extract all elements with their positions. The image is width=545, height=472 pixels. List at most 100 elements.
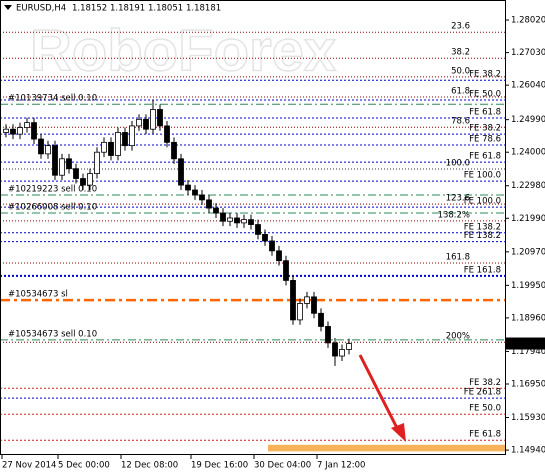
candle-body: [227, 217, 233, 222]
y-tick-label: 1.27030: [511, 48, 545, 58]
candle-body: [199, 194, 205, 201]
level-label: 38.2: [451, 48, 470, 58]
level-label: #10219223 sell 0.10: [8, 184, 97, 194]
candle-body: [73, 168, 79, 179]
y-tick-label: 1.17940: [511, 347, 545, 357]
candle-body: [192, 189, 198, 196]
candle-body: [262, 234, 268, 242]
candle-body: [164, 125, 170, 143]
level-label: #10534673 sell 0.10: [8, 329, 97, 339]
candle-body: [269, 240, 275, 252]
candle-body: [115, 132, 121, 156]
level-label: 138.2%: [438, 210, 470, 220]
candle-body: [122, 132, 128, 147]
y-tick-label: 1.20970: [511, 247, 545, 257]
candle-body: [234, 217, 240, 224]
candle-body: [241, 219, 247, 224]
y-tick-label: 1.15930: [511, 413, 545, 423]
level-label: 50.0: [451, 66, 470, 76]
y-tick-label: 1.22980: [511, 181, 545, 191]
y-tick-label: 1.24000: [511, 148, 545, 158]
candle-body: [3, 128, 9, 133]
header-value: 1.18191: [110, 4, 145, 14]
candle-body: [311, 296, 317, 314]
level-label: 100.0: [446, 158, 470, 168]
level-label: 23.6: [451, 22, 470, 32]
candle-body: [220, 212, 226, 222]
y-tick-label: 1.28020: [511, 16, 545, 26]
candle-body: [248, 219, 254, 225]
candle-body: [206, 199, 212, 209]
candle-body: [185, 184, 191, 191]
header-value: 1.18051: [148, 4, 183, 14]
level-label: #10266008 sell 0.10: [8, 203, 97, 213]
candle-body: [325, 326, 331, 344]
candle-body: [129, 125, 135, 147]
candle-body: [276, 250, 282, 262]
candle-body: [87, 173, 93, 186]
candle-body: [297, 303, 303, 321]
level-label: 61.8: [451, 86, 470, 96]
y-tick-label: 1.26040: [511, 81, 545, 91]
candle-body: [31, 122, 37, 140]
menu-arrow: [4, 5, 12, 10]
candle-body: [66, 158, 72, 170]
level-label: FE 50.0: [469, 89, 501, 99]
watermark: RoboForex: [30, 18, 336, 83]
candle-body: [304, 296, 310, 304]
header-value: 1.18181: [186, 4, 221, 14]
y-tick-label: 1.24990: [511, 115, 545, 125]
candle-body: [52, 145, 58, 176]
level-label: #10139734 sell 0.10: [8, 94, 97, 104]
level-label: FE 138.2: [464, 222, 501, 232]
candle-body: [80, 178, 86, 186]
x-tick-label: 27 Nov 2014: [2, 461, 56, 471]
level-label: FE 78.6: [469, 134, 501, 144]
level-label: FE 100.0: [464, 171, 501, 181]
y-tick-label: 1.14940: [511, 446, 545, 456]
level-label: #10534673 sl: [8, 290, 68, 300]
level-label: FE 100.0: [464, 197, 501, 207]
candle-body: [332, 342, 338, 357]
level-label: 123.6: [446, 194, 470, 204]
level-label: FE 261.8: [464, 388, 501, 398]
candle-body: [108, 141, 114, 156]
y-tick-label: 1.19950: [511, 281, 545, 291]
target-zone: [268, 444, 505, 452]
x-tick-label: 7 Jan 12:00: [317, 461, 365, 471]
last-price-box: [506, 337, 545, 350]
candle-body: [10, 128, 16, 135]
candle-body: [38, 138, 44, 155]
y-tick-label: 1.18960: [511, 313, 545, 323]
candle-body: [59, 158, 65, 176]
candle-body: [94, 151, 100, 174]
level-label: FE 61.8: [469, 430, 501, 440]
level-label: FE 61.8: [469, 152, 501, 162]
candle-body: [255, 224, 261, 235]
candle-body: [150, 109, 156, 130]
candle-body: [283, 260, 289, 281]
annotation-arrowhead: [391, 423, 406, 442]
level-label: FE 138.2: [464, 231, 501, 241]
level-label: 78.6: [451, 117, 470, 127]
level-label: FE 38.2: [469, 378, 501, 388]
y-tick-label: 1.21990: [511, 214, 545, 224]
plot-frame: [0, 0, 506, 455]
candle-body: [157, 109, 163, 127]
candle-body: [290, 280, 296, 321]
x-tick-label: 30 Dec 04:00: [254, 461, 311, 471]
symbol: EURUSD,H4: [16, 4, 66, 14]
candle-body: [318, 312, 324, 327]
candle-body: [24, 122, 30, 128]
header-value: 1.18152: [72, 4, 107, 14]
candle-body: [45, 145, 51, 155]
candle-body: [178, 158, 184, 186]
annotation-arrow: [358, 354, 400, 431]
x-tick-label: 5 Dec 00:00: [58, 461, 110, 471]
level-label: FE 61.8: [469, 108, 501, 118]
x-tick-label: 12 Dec 08:00: [121, 461, 178, 471]
level-label: FE 161.8: [464, 265, 501, 275]
candle-body: [213, 207, 219, 214]
last-price-label: 1.18181: [510, 339, 545, 349]
